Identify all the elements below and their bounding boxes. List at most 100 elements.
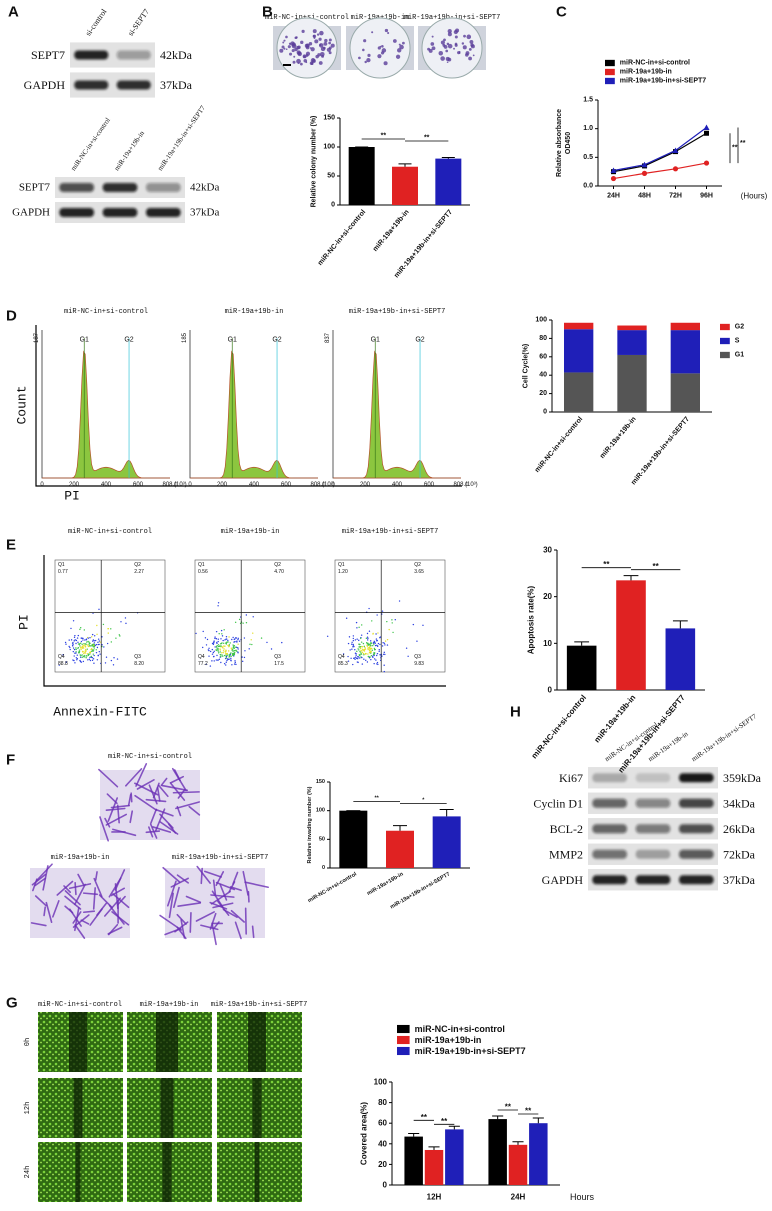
cell-dot (78, 651, 80, 653)
cell (34, 877, 47, 887)
histogram-xtick: 600 (281, 482, 292, 488)
cell (36, 863, 53, 882)
x-tick-label: 24H (511, 1193, 526, 1202)
blot-band (635, 798, 671, 808)
cell-dot (348, 636, 351, 638)
cell-dot (209, 650, 212, 653)
cell (63, 885, 72, 893)
cell-dot (356, 657, 358, 660)
cell-dot (368, 630, 371, 632)
y-tick-label: 100 (535, 317, 547, 324)
quadrant-name: Q3 (134, 654, 141, 660)
flow-xlabel: PI (64, 489, 80, 504)
cell-dot (76, 654, 78, 656)
cell-dot (218, 645, 221, 647)
panel-label: B (262, 4, 273, 21)
y-tick-label: 0.5 (583, 154, 593, 161)
cell-dot (225, 661, 227, 663)
cell-dot (107, 632, 109, 634)
error-bar (532, 1117, 544, 1124)
cell-dot (207, 649, 210, 651)
cell-dot (235, 663, 237, 666)
cell-dot (360, 634, 363, 636)
legend-swatch (720, 337, 730, 345)
error-bar (574, 641, 590, 646)
histogram-xtick: 808.1 (453, 482, 469, 488)
cell-dot (233, 653, 236, 656)
cell-dot (351, 648, 353, 650)
cell-dot (360, 650, 363, 652)
cell-dot (383, 664, 385, 666)
size-label: 37kDa (190, 207, 219, 219)
blot-band (679, 773, 714, 783)
colony (283, 39, 286, 42)
cell-dot (90, 645, 92, 647)
cell-dot (211, 660, 213, 662)
cell-dot (213, 655, 215, 658)
dotplot-title: miR-19a+19b-in+si-SEPT7 (342, 528, 439, 536)
quadrant-name: Q1 (198, 562, 205, 568)
error-bar (408, 1133, 420, 1137)
cell-dot (224, 645, 226, 647)
histogram-xtick: 200 (69, 482, 80, 488)
colony (447, 28, 452, 34)
cell (107, 797, 119, 822)
cell-dot (361, 656, 363, 659)
colony (291, 42, 296, 47)
cell-dot (342, 653, 345, 655)
cell-dot (73, 636, 76, 639)
cell-dot (79, 645, 81, 647)
cell (222, 908, 238, 919)
cell-dot (89, 637, 91, 639)
cell-dot (351, 641, 353, 643)
cell-dot (347, 660, 350, 662)
protein-label: Ki67 (559, 771, 583, 785)
cell-dot (92, 645, 94, 648)
y-tick-label: 30 (543, 546, 552, 555)
cell-dot (77, 641, 79, 643)
cell-dot (352, 663, 354, 666)
cell-dot (363, 650, 366, 652)
cell-dot (208, 655, 210, 657)
cell-dot (91, 650, 93, 653)
colony (443, 45, 448, 49)
cell-dot (228, 654, 231, 656)
marker (672, 147, 679, 153)
cell-dot (379, 643, 381, 646)
cell-dot (80, 648, 82, 651)
bar (424, 1149, 444, 1185)
cell (64, 895, 82, 910)
cell-dot (248, 648, 250, 650)
cell-dot (266, 641, 268, 644)
error-bar (428, 1146, 440, 1150)
cell-dot (359, 654, 361, 657)
cell-dot (218, 658, 221, 661)
cell-dot (225, 664, 227, 666)
plate (421, 17, 483, 79)
x-tick-label: 12H (427, 1193, 442, 1202)
cell-dot (84, 648, 87, 651)
size-label: 359kDa (723, 771, 762, 785)
cell-dot (243, 637, 246, 639)
cell-dot (372, 656, 374, 659)
cell (168, 892, 174, 919)
colony (430, 42, 435, 46)
cell-dot (222, 652, 224, 654)
legend-swatch (605, 77, 615, 85)
bar-segment (617, 325, 647, 331)
cell-dot (237, 646, 239, 649)
cell-dot (87, 640, 89, 643)
cell-dot (363, 658, 365, 660)
blot-band (679, 798, 714, 808)
cell-dot (368, 646, 370, 649)
cell (232, 871, 239, 885)
cell-dot (364, 653, 367, 655)
cell-dot (215, 649, 217, 651)
cell-dot (351, 643, 353, 645)
cell-dot (102, 623, 105, 626)
colony (316, 33, 320, 36)
y-tick-label: 60 (378, 1119, 387, 1128)
cell-dot (354, 649, 356, 651)
cell-dot (88, 644, 90, 646)
cell-dot (217, 640, 219, 643)
